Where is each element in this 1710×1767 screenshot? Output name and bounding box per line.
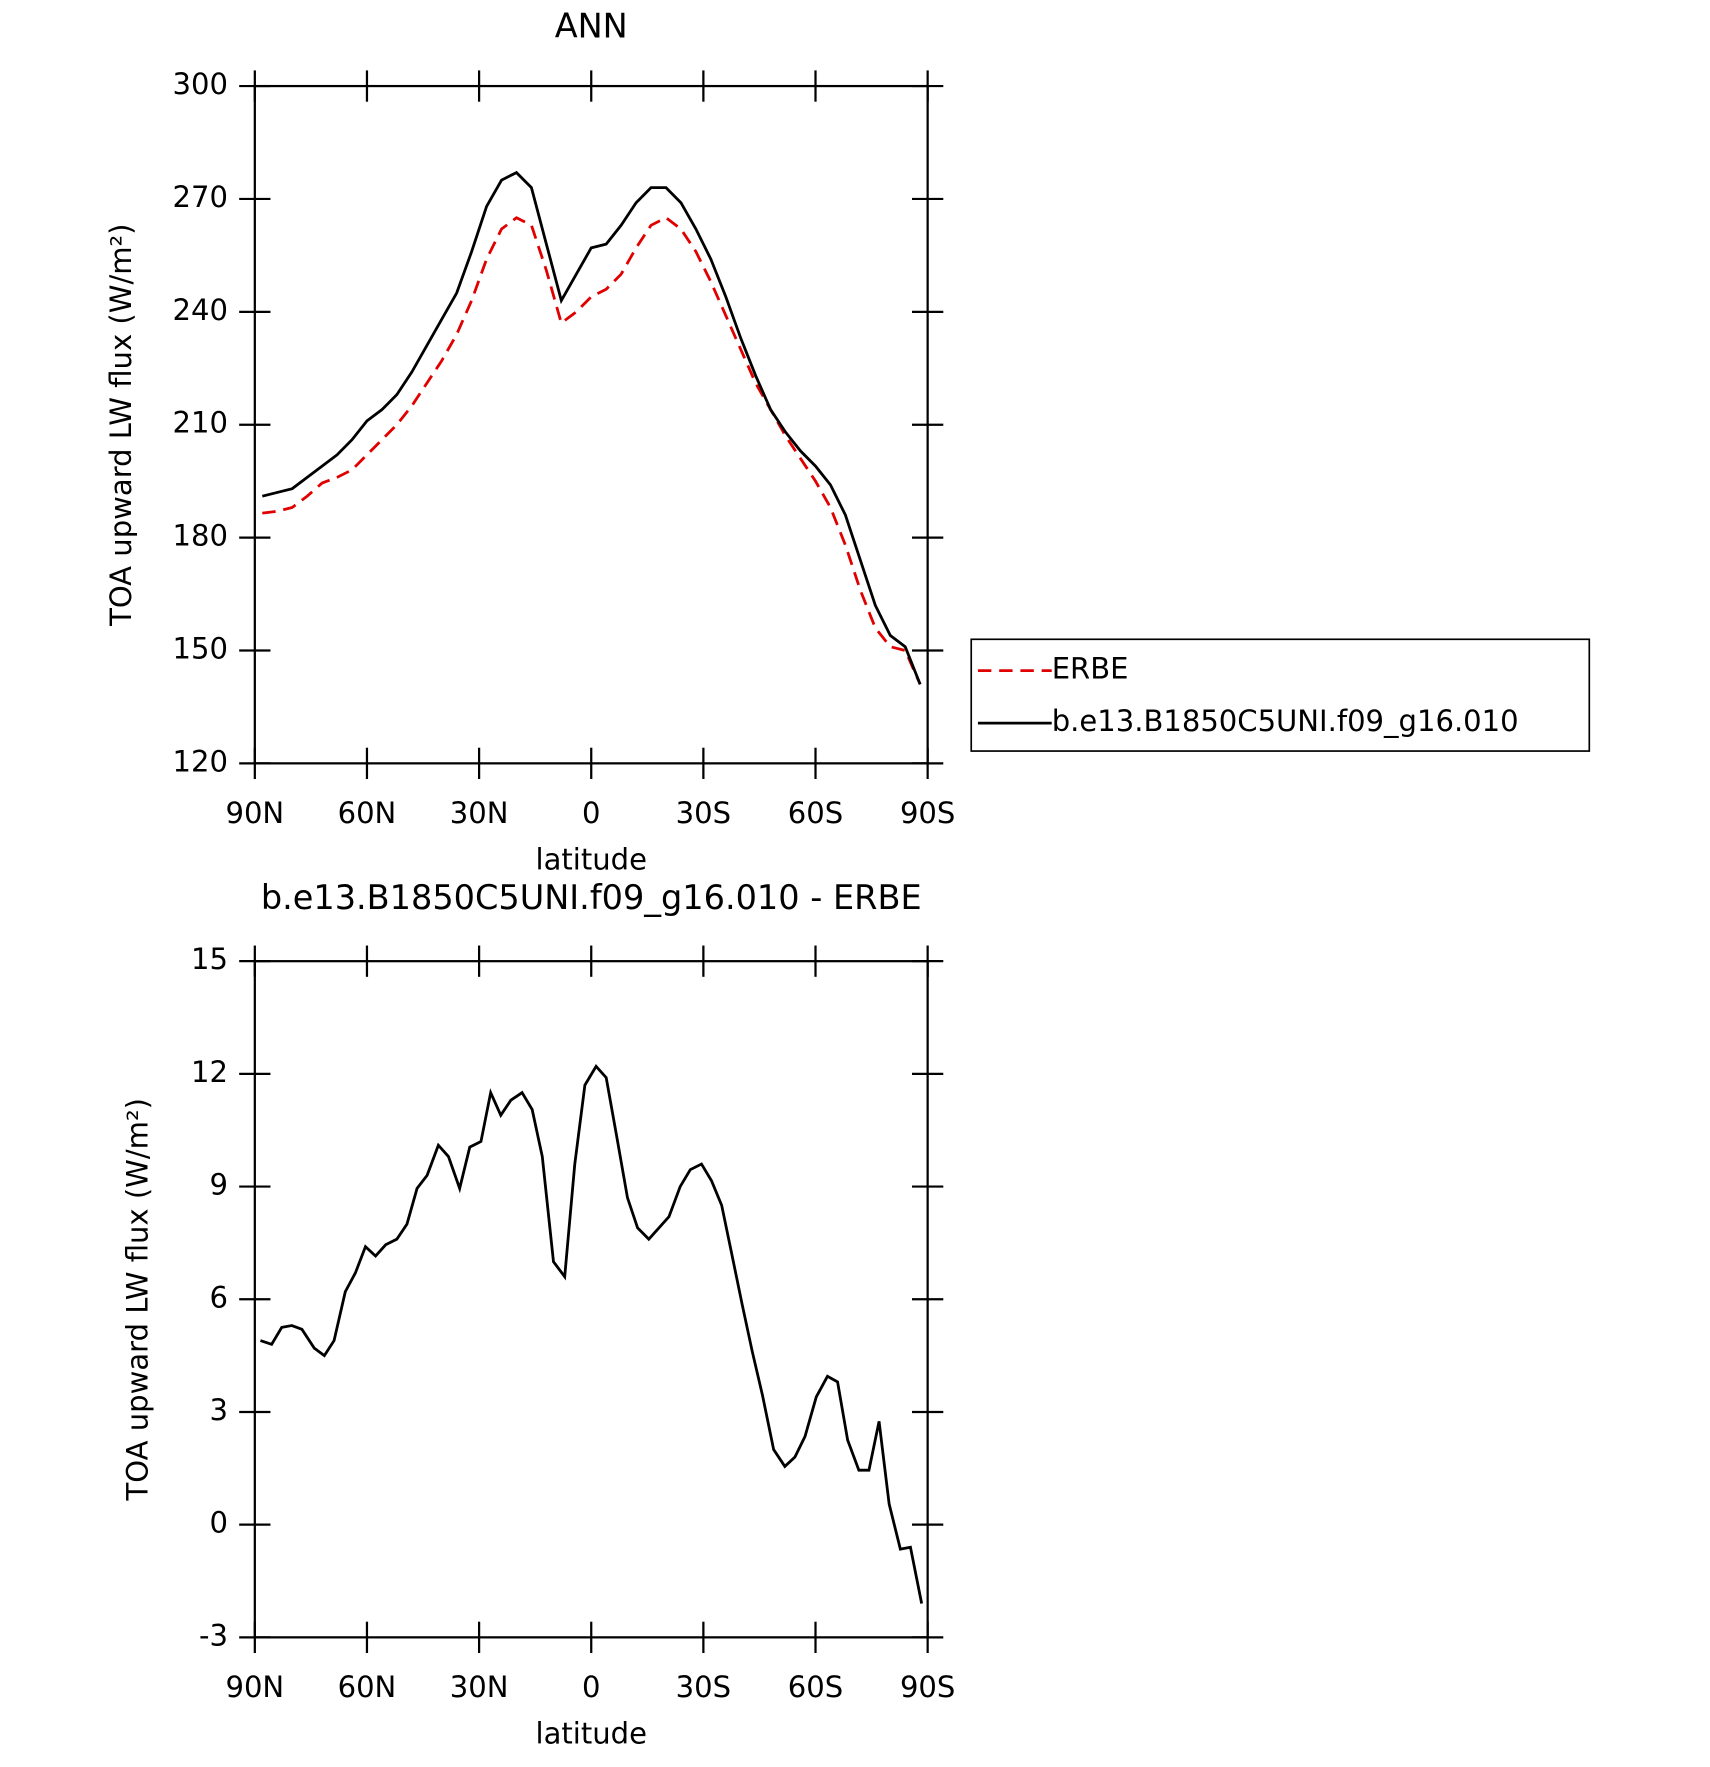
y-tick-label: 210	[173, 406, 228, 440]
x-tick-label: 60N	[338, 1670, 397, 1704]
y-tick-label: 240	[173, 293, 228, 327]
legend-box	[970, 638, 1591, 752]
data-line	[259, 1064, 924, 1604]
y-tick-label: 9	[210, 1168, 228, 1202]
y-tick-label: 6	[210, 1280, 228, 1314]
y-tick-label: 12	[191, 1055, 228, 1089]
x-tick-label: 90S	[900, 1670, 955, 1704]
y-tick-label: -3	[199, 1618, 228, 1652]
x-tick-label: 0	[582, 796, 600, 830]
x-axis-label: latitude	[536, 1717, 647, 1751]
y-tick-label: 150	[173, 631, 228, 665]
chart-title: ANN	[555, 6, 628, 45]
legend-label: b.e13.B1850C5UNI.f09_g16.010	[1052, 704, 1519, 738]
data-line	[262, 216, 922, 685]
y-tick-label: 3	[210, 1393, 228, 1427]
y-axis-label: TOA upward LW flux (W/m²)	[104, 223, 138, 626]
x-axis-label: latitude	[536, 843, 647, 877]
y-tick-label: 180	[173, 519, 228, 553]
y-tick-label: 15	[191, 942, 228, 976]
data-line	[261, 170, 922, 685]
x-tick-label: 30S	[676, 1670, 731, 1704]
x-tick-label: 30N	[450, 796, 509, 830]
legend-label: ERBE	[1052, 652, 1129, 686]
x-tick-label: 90N	[225, 1670, 284, 1704]
y-tick-label: 120	[173, 744, 228, 778]
x-tick-label: 90S	[900, 796, 955, 830]
x-tick-label: 60N	[338, 796, 397, 830]
x-tick-label: 30N	[450, 1670, 509, 1704]
x-tick-label: 0	[582, 1670, 600, 1704]
y-tick-label: 300	[173, 67, 228, 101]
y-axis-label: TOA upward LW flux (W/m²)	[121, 1098, 155, 1501]
x-tick-label: 30S	[676, 796, 731, 830]
plot-frame	[253, 84, 929, 765]
chart-title: b.e13.B1850C5UNI.f09_g16.010 - ERBE	[261, 878, 922, 917]
x-tick-label: 90N	[225, 796, 284, 830]
y-tick-label: 0	[210, 1506, 228, 1540]
plot-frame	[253, 960, 929, 1639]
y-tick-label: 270	[173, 180, 228, 214]
x-tick-label: 60S	[788, 796, 843, 830]
x-tick-label: 60S	[788, 1670, 843, 1704]
